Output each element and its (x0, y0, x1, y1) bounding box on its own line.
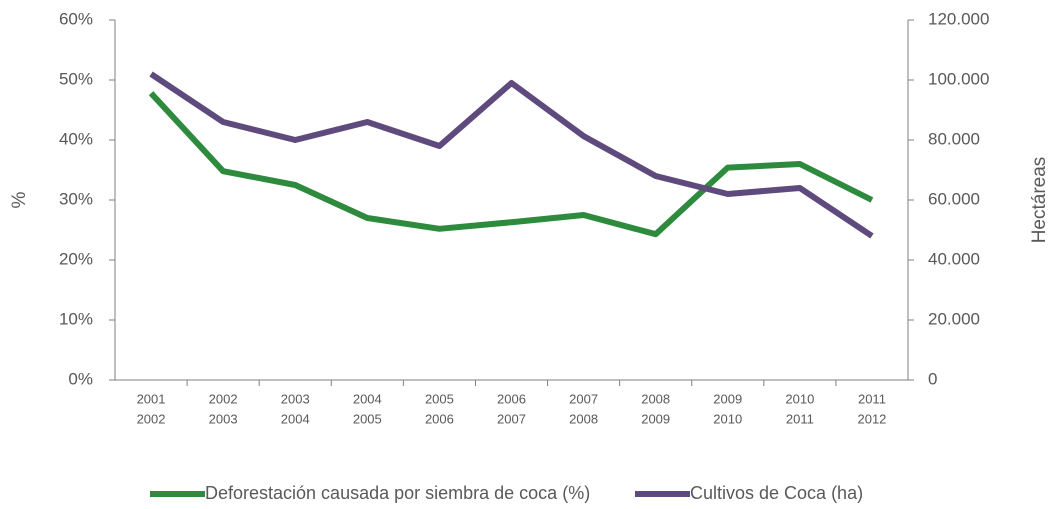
y-axis-label: % (9, 191, 30, 208)
x-tick-label: 2008 (569, 411, 598, 426)
x-tick-label: 2003 (281, 391, 310, 406)
x-tick-label: 2010 (785, 391, 814, 406)
x-tick-label: 2005 (425, 391, 454, 406)
x-tick-label: 2004 (353, 391, 382, 406)
x-tick-label: 2001 (137, 391, 166, 406)
y-tick-label: 10% (59, 309, 93, 328)
x-tick-label: 2003 (209, 411, 238, 426)
y2-tick-label: 80.000 (928, 129, 980, 148)
x-tick-label: 2011 (858, 391, 886, 406)
x-tick-label: 2006 (497, 391, 526, 406)
y-tick-label: 50% (59, 69, 93, 88)
x-tick-label: 2006 (425, 411, 454, 426)
x-tick-label: 2009 (641, 411, 670, 426)
x-tick-label: 2011 (786, 411, 814, 426)
x-tick-label: 2002 (209, 391, 238, 406)
legend-label: Deforestación causada por siembra de coc… (205, 483, 590, 503)
y-tick-label: 30% (59, 189, 93, 208)
x-tick-label: 2008 (641, 391, 670, 406)
series-line (148, 91, 874, 238)
y-tick-label: 40% (59, 129, 93, 148)
legend: Deforestación causada por siembra de coc… (150, 483, 863, 503)
x-tick-label: 2004 (281, 411, 310, 426)
y-tick-label: 60% (59, 9, 93, 28)
y2-tick-label: 60.000 (928, 189, 980, 208)
y-tick-label: 0% (68, 369, 93, 388)
x-tick-label: 2007 (569, 391, 598, 406)
x-tick-label: 2012 (857, 411, 886, 426)
legend-label: Cultivos de Coca (ha) (690, 483, 863, 503)
y2-tick-label: 100.000 (928, 69, 989, 88)
series-line (149, 71, 874, 239)
x-tick-label: 2005 (353, 411, 382, 426)
x-tick-label: 2002 (137, 411, 166, 426)
y-tick-label: 20% (59, 249, 93, 268)
x-tick-label: 2010 (713, 411, 742, 426)
y2-tick-label: 120.000 (928, 9, 989, 28)
y2-tick-label: 40.000 (928, 249, 980, 268)
x-tick-label: 2007 (497, 411, 526, 426)
x-tick-label: 2009 (713, 391, 742, 406)
y2-axis-label: Hectáreas (1029, 157, 1050, 244)
y2-tick-label: 0 (928, 369, 937, 388)
y2-tick-label: 20.000 (928, 309, 980, 328)
